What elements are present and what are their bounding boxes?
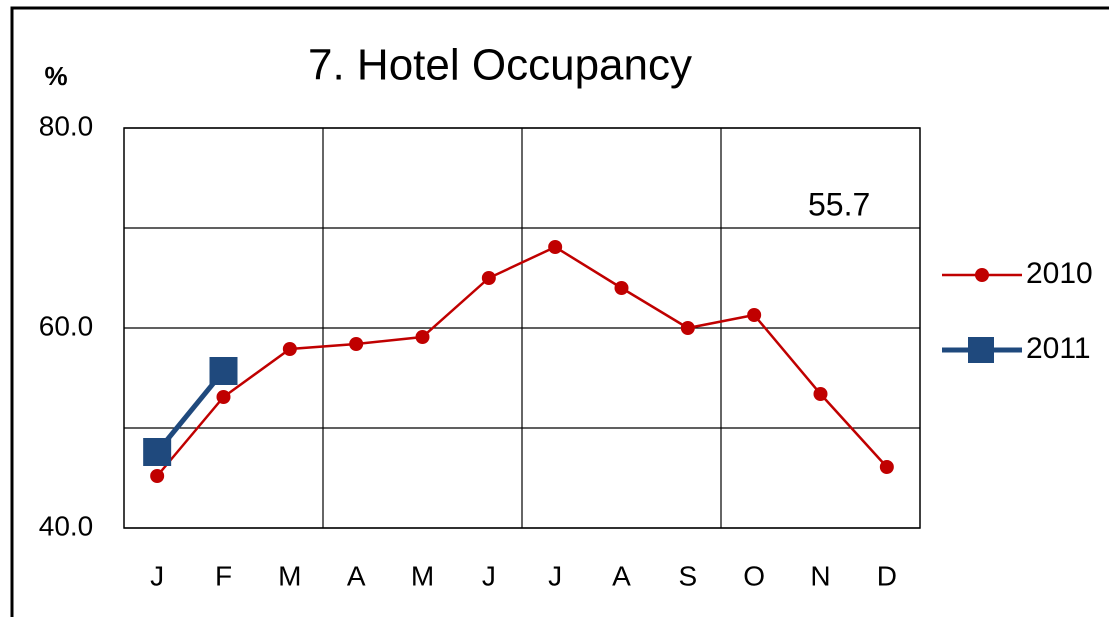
x-tick-label: O [743, 560, 765, 591]
x-tick-label: M [278, 560, 301, 591]
x-tick-label: M [411, 560, 434, 591]
marker [548, 240, 563, 254]
marker [680, 321, 695, 335]
y-tick-label: 80.0 [39, 110, 94, 141]
marker [349, 337, 364, 351]
marker [813, 387, 828, 401]
marker [143, 438, 172, 466]
marker [614, 281, 629, 295]
x-tick-label: D [877, 560, 897, 591]
y-tick-label: 60.0 [39, 310, 94, 341]
marker [415, 330, 430, 344]
legend-label: 2011 [1026, 332, 1091, 365]
marker [150, 469, 165, 483]
x-tick-label: J [482, 560, 496, 591]
y-axis-label: % [44, 61, 67, 91]
chart-title: 7. Hotel Occupancy [308, 41, 692, 90]
x-tick-label: F [215, 560, 232, 591]
marker [216, 390, 231, 404]
legend-marker [975, 268, 989, 282]
x-tick-label: J [150, 560, 164, 591]
x-tick-label: N [810, 560, 830, 591]
x-tick-label: S [678, 560, 697, 591]
series-line [156, 245, 888, 477]
annotation: 55.7 [808, 186, 870, 222]
legend-marker [968, 337, 994, 363]
legend-label: 2010 [1026, 257, 1093, 290]
marker [481, 271, 496, 285]
marker [282, 342, 297, 356]
x-tick-label: A [347, 560, 366, 591]
marker [879, 460, 894, 474]
frame [10, 6, 1109, 617]
y-tick-label: 40.0 [39, 510, 94, 541]
marker [747, 308, 762, 322]
x-tick-label: J [548, 560, 562, 591]
x-tick-label: A [612, 560, 631, 591]
marker [209, 357, 238, 385]
